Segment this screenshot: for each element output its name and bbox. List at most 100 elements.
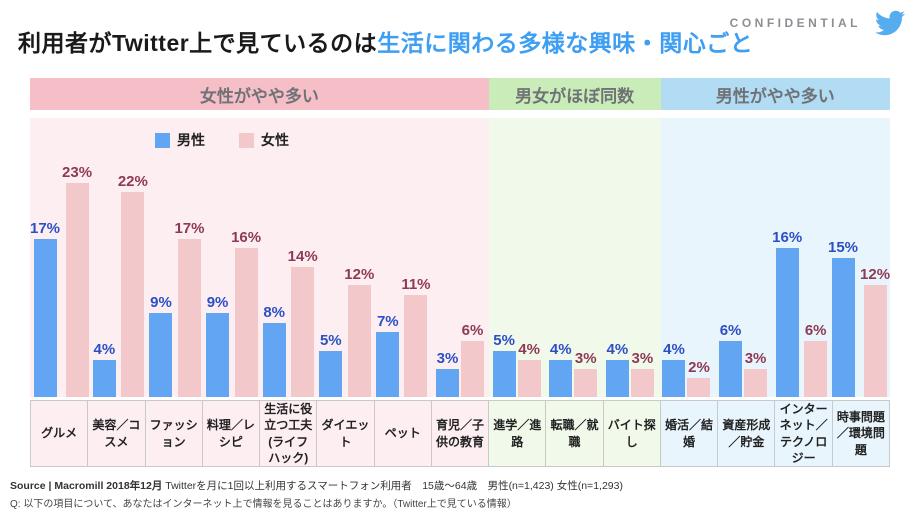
female-value-label: 3% [574, 350, 597, 368]
male-value-label: 16% [772, 229, 803, 247]
page-title: 利用者がTwitter上で見ているのは生活に関わる多様な興味・関心ごと [0, 0, 919, 58]
female-bar-wrap: 6% [804, 323, 828, 397]
female-bar [804, 341, 828, 397]
chart-legend: 男性 女性 [155, 130, 289, 150]
male-bar [206, 313, 230, 397]
source-line: Source | Macromill 2018年12月 Twitterを月に1回… [10, 478, 623, 493]
bar-group: 9% 17% [149, 118, 206, 397]
female-bar [347, 285, 371, 397]
female-value-label: 2% [688, 359, 710, 377]
male-value-label: 9% [206, 294, 229, 312]
female-value-label: 17% [174, 219, 205, 237]
female-bar-wrap: 4% [517, 340, 541, 397]
male-value-label: 15% [827, 238, 859, 256]
male-value-label: 4% [663, 340, 685, 358]
male-bar-wrap: 3% [436, 350, 460, 397]
legend-male-label: 男性 [177, 132, 205, 148]
plot-bg-equal [488, 118, 661, 397]
female-bar [687, 378, 711, 397]
category-label: ファッション [145, 401, 203, 466]
male-bar-wrap: 16% [772, 230, 802, 397]
female-value-label: 16% [231, 229, 262, 247]
female-bar [234, 248, 258, 397]
male-bar [149, 313, 173, 397]
female-bar-wrap: 23% [62, 165, 92, 397]
bar-group: 4% 22% [92, 118, 149, 397]
bar-group: 9% 16% [205, 118, 262, 397]
female-bar-wrap: 17% [174, 221, 204, 397]
female-value-label: 14% [287, 247, 318, 265]
female-bar-wrap: 3% [574, 350, 598, 397]
male-value-label: 4% [606, 340, 629, 358]
female-bar [177, 238, 201, 397]
bar-group: 16% 6% [771, 118, 828, 397]
category-label: バイト探し [603, 401, 661, 466]
male-value-label: 8% [263, 303, 286, 321]
female-bar [65, 183, 89, 397]
category-label: グルメ [31, 401, 89, 466]
bars-row: 17% 23% 4% 22% 9% 17% 9% 16% 8% 14% 5% 12% 7% 11% 3% 6%… [30, 118, 890, 397]
female-value-label: 12% [860, 266, 891, 284]
male-bar-wrap: 6% [719, 322, 743, 397]
bar-group: 4% 2% [658, 118, 715, 397]
female-bar-wrap: 14% [288, 249, 318, 397]
female-value-label: 11% [401, 275, 431, 293]
category-label: 資産形成／貯金 [718, 401, 776, 466]
page-title-blue-part: 生活に関わる多様な興味・関心ごと [377, 30, 754, 56]
bar-group: 7% 11% [375, 118, 432, 397]
female-bar [291, 266, 315, 397]
male-bar-wrap: 9% [149, 295, 173, 397]
male-bar-wrap: 7% [376, 312, 400, 397]
male-bar-wrap: 8% [262, 303, 286, 397]
plot-area: 17% 23% 4% 22% 9% 17% 9% 16% 8% 14% 5% 12% 7% 11% 3% 6%… [30, 118, 890, 397]
male-bar-wrap: 17% [30, 221, 60, 397]
male-bar-wrap: 4% [605, 340, 629, 397]
female-value-label: 6% [461, 322, 484, 340]
male-bar-wrap: 5% [492, 331, 516, 397]
female-bar-wrap: 22% [118, 174, 148, 397]
female-bar-wrap: 6% [461, 322, 485, 397]
female-bar [744, 369, 768, 397]
category-label: 料理／レシピ [202, 401, 261, 466]
male-bar [549, 359, 573, 397]
female-value-label: 4% [518, 340, 540, 358]
bar-group: 4% 3% [545, 118, 602, 397]
male-bar-wrap: 4% [92, 342, 116, 397]
male-bar [262, 322, 286, 397]
male-bar [92, 359, 116, 397]
male-value-label: 7% [376, 312, 399, 330]
bar-group: 6% 3% [715, 118, 772, 397]
male-bar-wrap: 4% [549, 342, 573, 397]
female-bar-wrap: 2% [687, 359, 711, 397]
male-value-label: 17% [30, 219, 61, 237]
female-bar [574, 369, 598, 397]
section-headers: 女性がやや多い 男女がほぼ同数 男性がやや多い [30, 78, 890, 110]
question-line: Q: 以下の項目について、あなたはインターネット上で情報を見ることはありますか。… [10, 499, 517, 510]
female-bar-wrap: 3% [630, 351, 654, 397]
category-label: 生活に役立つ工夫(ライフハック) [260, 401, 318, 466]
category-label: 美容／コスメ [88, 401, 146, 466]
bar-group: 5% 12% [319, 118, 376, 397]
bar-group: 8% 14% [262, 118, 319, 397]
category-label: ダイエット [317, 401, 375, 466]
female-bar-wrap: 16% [231, 230, 261, 397]
male-bar [719, 341, 743, 397]
male-value-label: 3% [436, 350, 459, 368]
source-line-rest: Twitterを月に1回以上利用するスマートフォン利用者 15歳〜64歳 男性(… [162, 480, 623, 492]
bar-group: 3% 6% [432, 118, 489, 397]
category-label: 進学／進路 [489, 401, 547, 466]
female-value-label: 3% [744, 350, 767, 368]
legend-item-male: 男性 [155, 130, 205, 150]
female-bar-wrap: 12% [860, 267, 890, 397]
male-color-swatch [155, 132, 170, 148]
male-bar [436, 369, 460, 397]
source-line-bold: Source | Macromill 2018年12月 [10, 480, 163, 492]
male-value-label: 5% [493, 331, 515, 349]
legend-item-female: 女性 [239, 130, 289, 150]
section-header-more-women: 女性がやや多い [30, 78, 489, 110]
male-value-label: 6% [719, 322, 742, 340]
category-label: ペット [374, 401, 432, 466]
female-value-label: 22% [117, 173, 148, 191]
male-bar [605, 359, 629, 397]
top-right-bar: CONFIDENTIAL [730, 8, 905, 38]
